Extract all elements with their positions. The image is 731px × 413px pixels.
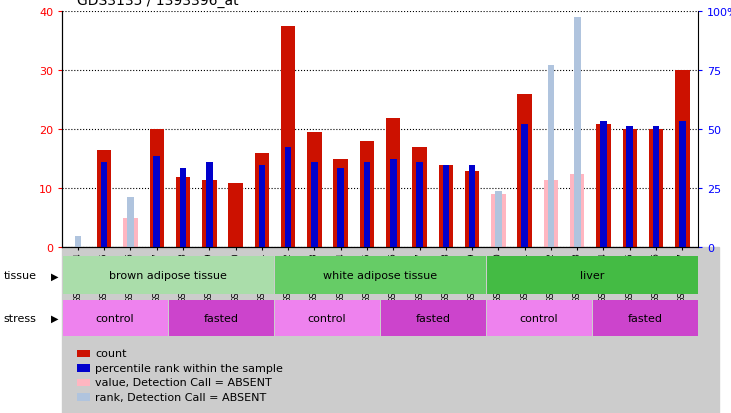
Bar bbox=[175, 177, 190, 248]
Bar bbox=[338, 169, 344, 248]
Bar bbox=[548, 65, 554, 248]
Bar bbox=[574, 18, 580, 248]
Bar bbox=[254, 154, 269, 248]
Text: control: control bbox=[520, 313, 558, 323]
Bar bbox=[124, 218, 137, 248]
Bar bbox=[63, 257, 273, 294]
Text: GDS3135 / 1393396_at: GDS3135 / 1393396_at bbox=[77, 0, 238, 8]
Bar bbox=[275, 257, 485, 294]
Text: fasted: fasted bbox=[628, 313, 662, 323]
Bar bbox=[364, 162, 371, 248]
Bar bbox=[101, 162, 107, 248]
Bar bbox=[469, 165, 475, 248]
Text: control: control bbox=[96, 313, 135, 323]
Bar bbox=[360, 142, 374, 248]
Bar bbox=[575, 177, 579, 248]
Bar bbox=[150, 130, 164, 248]
Bar bbox=[259, 165, 265, 248]
Text: ▶: ▶ bbox=[51, 313, 58, 323]
Bar bbox=[180, 169, 186, 248]
Bar bbox=[311, 162, 318, 248]
Bar bbox=[653, 127, 659, 248]
Bar bbox=[487, 300, 591, 336]
Bar bbox=[521, 124, 528, 248]
Bar bbox=[129, 218, 132, 248]
Text: brown adipose tissue: brown adipose tissue bbox=[109, 271, 227, 281]
Bar bbox=[416, 162, 423, 248]
Bar bbox=[544, 180, 558, 248]
Bar bbox=[496, 218, 501, 248]
Bar bbox=[495, 192, 501, 248]
Bar bbox=[623, 130, 637, 248]
Bar bbox=[75, 236, 81, 248]
Bar bbox=[570, 174, 585, 248]
Bar bbox=[97, 151, 111, 248]
Bar bbox=[596, 124, 610, 248]
Bar bbox=[649, 130, 663, 248]
Bar bbox=[487, 257, 697, 294]
Text: tissue: tissue bbox=[4, 271, 37, 281]
Bar bbox=[465, 171, 480, 248]
Text: control: control bbox=[308, 313, 346, 323]
Bar bbox=[333, 159, 348, 248]
Bar bbox=[442, 165, 449, 248]
Bar bbox=[593, 300, 697, 336]
Bar bbox=[63, 300, 167, 336]
Text: count: count bbox=[95, 349, 126, 358]
Bar bbox=[154, 157, 160, 248]
Text: fasted: fasted bbox=[204, 313, 238, 323]
Text: value, Detection Call = ABSENT: value, Detection Call = ABSENT bbox=[95, 377, 272, 387]
Bar bbox=[390, 159, 396, 248]
Bar bbox=[285, 148, 292, 248]
Bar bbox=[206, 162, 213, 248]
Bar bbox=[675, 71, 689, 248]
Bar bbox=[386, 118, 401, 248]
Text: percentile rank within the sample: percentile rank within the sample bbox=[95, 363, 283, 373]
Text: white adipose tissue: white adipose tissue bbox=[323, 271, 437, 281]
Bar bbox=[76, 242, 80, 248]
Bar bbox=[281, 27, 295, 248]
Bar bbox=[679, 121, 686, 248]
Bar bbox=[202, 180, 216, 248]
Text: fasted: fasted bbox=[416, 313, 450, 323]
Bar bbox=[626, 127, 633, 248]
Bar bbox=[549, 177, 553, 248]
Bar bbox=[439, 165, 453, 248]
Text: ▶: ▶ bbox=[51, 271, 58, 281]
Text: liver: liver bbox=[580, 271, 605, 281]
Bar bbox=[307, 133, 322, 248]
Bar bbox=[518, 95, 532, 248]
Bar bbox=[600, 121, 607, 248]
Bar bbox=[275, 300, 379, 336]
Bar bbox=[228, 183, 243, 248]
Bar bbox=[412, 148, 427, 248]
Bar bbox=[381, 300, 485, 336]
Bar bbox=[127, 198, 134, 248]
Text: rank, Detection Call = ABSENT: rank, Detection Call = ABSENT bbox=[95, 392, 266, 402]
Bar bbox=[491, 195, 506, 248]
Bar bbox=[169, 300, 273, 336]
Text: stress: stress bbox=[4, 313, 37, 323]
